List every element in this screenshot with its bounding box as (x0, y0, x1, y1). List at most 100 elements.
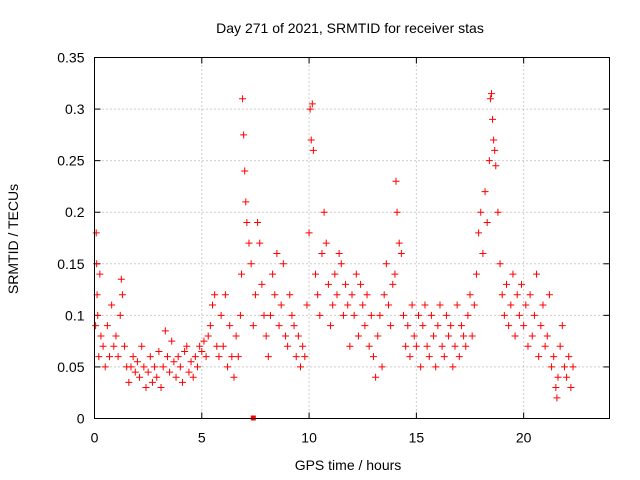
data-point (327, 322, 335, 330)
data-point (144, 368, 152, 376)
data-point (412, 342, 420, 350)
data-point (491, 146, 499, 154)
data-point (369, 353, 377, 361)
data-point (410, 332, 418, 340)
data-point (447, 322, 455, 330)
data-point (198, 347, 206, 355)
data-point (140, 363, 148, 371)
data-point (266, 311, 274, 319)
data-point (200, 337, 208, 345)
data-point (153, 373, 161, 381)
data-point (507, 301, 515, 309)
data-point (329, 301, 337, 309)
data-point (226, 322, 234, 330)
data-point (314, 291, 322, 299)
data-points (92, 90, 577, 421)
data-point (155, 347, 163, 355)
data-point (524, 342, 532, 350)
data-point (545, 291, 553, 299)
data-point (453, 301, 461, 309)
data-point (460, 332, 468, 340)
data-point (297, 363, 304, 371)
data-point (487, 90, 495, 98)
data-point (157, 384, 165, 392)
data-point (344, 301, 352, 309)
data-point (427, 311, 435, 319)
data-point (204, 332, 212, 340)
data-point (350, 311, 358, 319)
data-point (518, 280, 526, 288)
data-point (183, 342, 191, 350)
data-point (477, 208, 485, 216)
data-point (430, 332, 438, 340)
data-point (479, 249, 487, 257)
data-point (483, 219, 491, 227)
data-point (138, 342, 146, 350)
data-point (305, 229, 313, 237)
data-point (408, 301, 416, 309)
data-point (406, 353, 414, 361)
data-point (464, 311, 472, 319)
data-point (279, 260, 287, 268)
data-point (168, 337, 176, 345)
data-point (513, 291, 521, 299)
data-point (170, 358, 178, 366)
data-point (342, 280, 350, 288)
data-point (485, 157, 493, 165)
data-point (99, 342, 107, 350)
data-point (237, 270, 245, 278)
data-point (498, 291, 506, 299)
data-point (219, 342, 227, 350)
data-point (174, 353, 182, 361)
data-point (110, 342, 118, 350)
data-point (286, 291, 294, 299)
data-point (543, 332, 551, 340)
data-point (256, 239, 264, 247)
data-point (312, 270, 320, 278)
data-point (442, 311, 450, 319)
data-point (391, 270, 399, 278)
data-point (400, 311, 407, 319)
data-point (213, 342, 221, 350)
data-point (277, 301, 285, 309)
data-point (221, 291, 229, 299)
data-point (271, 291, 279, 299)
data-point (361, 322, 369, 330)
y-tick-label: 0 (77, 411, 85, 427)
data-point (404, 322, 412, 330)
plot-frame (94, 57, 610, 419)
data-point (503, 280, 510, 288)
data-point (567, 384, 575, 392)
data-point (472, 270, 480, 278)
data-point (466, 291, 474, 299)
data-point (112, 332, 120, 340)
data-point (528, 332, 536, 340)
data-point (500, 311, 508, 319)
data-point (96, 270, 104, 278)
data-point (348, 291, 356, 299)
data-point (462, 342, 470, 350)
data-point (281, 332, 289, 340)
data-point (240, 131, 248, 139)
data-point (187, 358, 195, 366)
data-point (535, 353, 543, 361)
data-point (533, 270, 541, 278)
data-point (228, 353, 236, 361)
y-tick-label: 0.05 (57, 359, 84, 375)
data-point (309, 146, 317, 154)
data-point (232, 332, 240, 340)
data-point (264, 353, 272, 361)
y-tick-label: 0.1 (65, 307, 85, 323)
data-point (496, 260, 504, 268)
data-point (522, 301, 530, 309)
data-point (511, 332, 519, 340)
data-point (376, 311, 384, 319)
data-point (151, 363, 159, 371)
data-point (127, 363, 135, 371)
data-point (378, 363, 386, 371)
y-tick-label: 0.25 (57, 153, 84, 169)
x-tick-label: 5 (198, 430, 206, 446)
data-point (436, 301, 444, 309)
data-point (245, 239, 253, 247)
data-point (258, 280, 266, 288)
